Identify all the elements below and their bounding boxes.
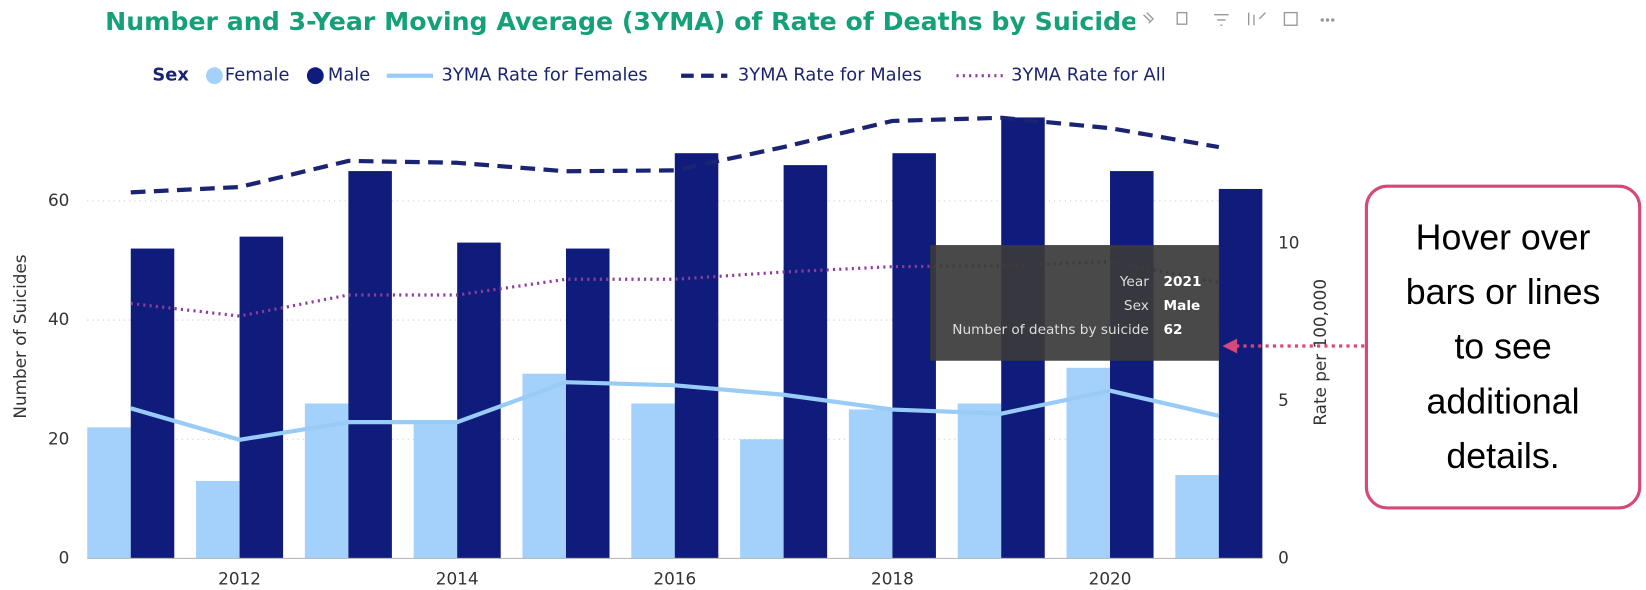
x-tick-label: 2018 (871, 568, 914, 588)
legend-swatch (306, 67, 324, 85)
bar (413, 421, 458, 559)
bar (892, 153, 936, 559)
toolbar[interactable] (1135, 6, 1335, 36)
bar (848, 409, 893, 559)
tooltip-label: Number of deaths by suicide (952, 322, 1149, 338)
annotation-body: Hover over bars or lines to see addition… (1405, 217, 1601, 477)
legend-label: Female (225, 65, 290, 86)
chart-title: Number and 3-Year Moving Average (3YMA) … (105, 7, 1250, 36)
y2-tick-label: 0 (1278, 547, 1289, 567)
bar (196, 480, 240, 559)
legend-label: 3YMA Rate for Males (738, 65, 922, 86)
y2-tick-label: 5 (1278, 390, 1289, 410)
bar (239, 236, 284, 559)
annotation-text: Hover over bars or lines to see addition… (1405, 217, 1601, 477)
bar (957, 403, 1002, 559)
tooltip-value: 2021 (1164, 274, 1202, 290)
y2-tick-label: 10 (1278, 233, 1299, 253)
legend-swatch (206, 67, 223, 85)
legend-label: 3YMA Rate for Females (441, 65, 647, 86)
line-series (130, 380, 1220, 442)
bar (348, 171, 392, 559)
y-axis-label: Number of Suicides (10, 254, 30, 418)
y-tick-label: 0 (59, 547, 70, 567)
x-tick-label: 2020 (1089, 568, 1132, 588)
line-series (130, 260, 1220, 318)
bar (522, 373, 566, 559)
arrow-head (1222, 338, 1238, 354)
bar (565, 248, 610, 559)
bar (783, 165, 828, 559)
tooltip-box (930, 245, 1220, 361)
bar (631, 403, 675, 559)
bar (740, 439, 784, 559)
bar (1110, 171, 1154, 559)
tooltip-label: Year (1119, 274, 1149, 290)
annotation-box (1364, 184, 1642, 510)
y2-axis-label: Rate per 100,000 (1310, 279, 1330, 426)
x-tick-label: 2012 (218, 568, 261, 588)
tooltip-label: Sex (1124, 298, 1149, 314)
bar (87, 427, 131, 559)
bar (1218, 188, 1263, 559)
tooltip-value: 62 (1164, 322, 1183, 338)
y-tick-label: 60 (48, 190, 69, 210)
legend-label: Male (328, 65, 370, 86)
y-tick-label: 20 (48, 428, 69, 448)
legend-title: Sex (152, 65, 189, 86)
tooltip: Year 2021 Sex Male Number of deaths by suici… (930, 245, 1220, 361)
line-series (130, 115, 1220, 195)
bar (1175, 475, 1219, 559)
x-tick-label: 2014 (436, 568, 479, 588)
y-tick-label: 40 (48, 309, 69, 329)
x-tick-label: 2016 (653, 568, 696, 588)
annotation: Hover over bars or lines to see addition… (1222, 184, 1642, 510)
tooltip-value: Male (1164, 298, 1201, 314)
legend-label: 3YMA Rate for All (1011, 65, 1166, 86)
plot-area[interactable]: 0 20 40 60 0 5 10 2012 2014 2016 2018 2020 (48, 115, 1300, 588)
bar (130, 248, 175, 559)
bar (674, 153, 719, 559)
